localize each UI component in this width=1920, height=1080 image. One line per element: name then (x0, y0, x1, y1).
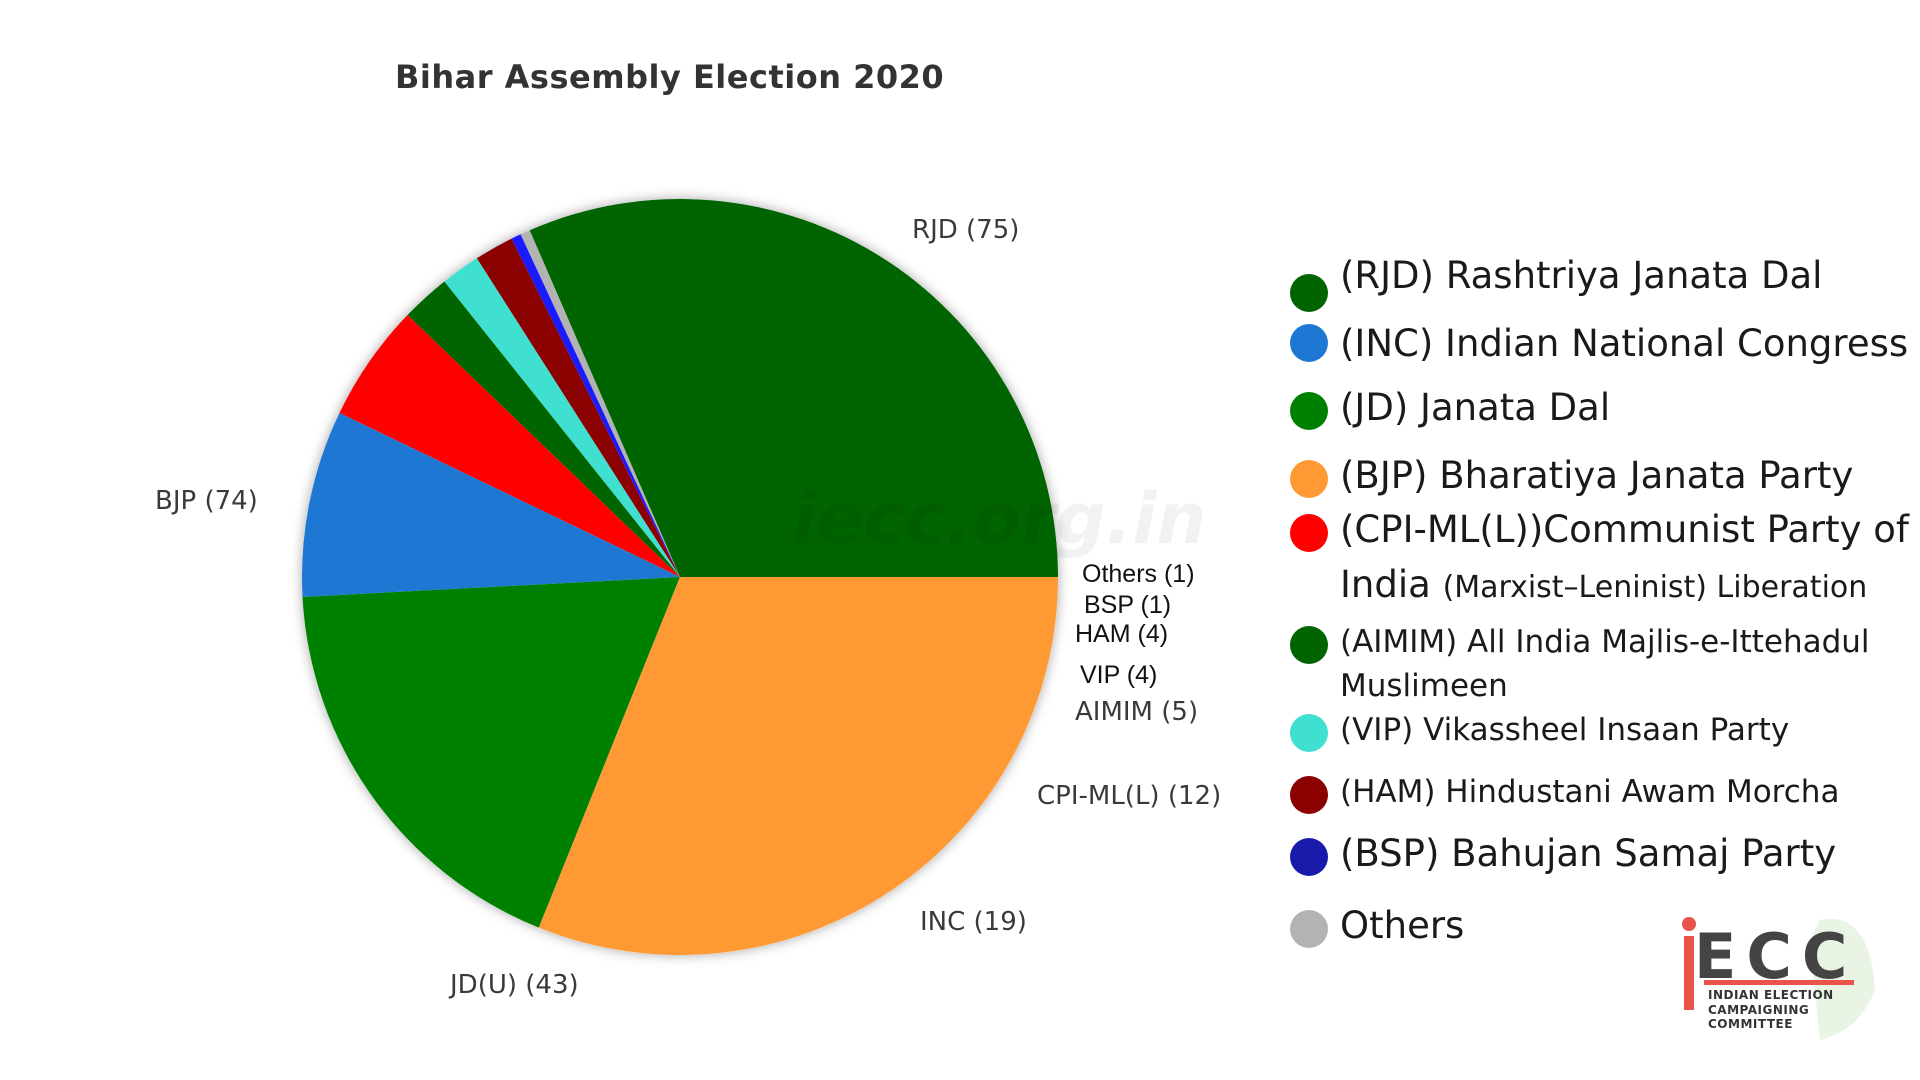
pie-slices (301, 198, 1058, 955)
logo-letters: ECC (1694, 920, 1858, 993)
slice-label-others: Others (1) (1082, 560, 1195, 588)
legend-dot-cpiml (1290, 514, 1328, 552)
slice-label-vip: VIP (4) (1080, 661, 1157, 689)
legend-label-cpiml-india: India (1340, 563, 1431, 606)
pie-slice-bjp (538, 577, 1058, 955)
pie-slice-cpimll (339, 315, 680, 577)
legend-label-bsp: (BSP) Bahujan Samaj Party (1340, 832, 1837, 875)
iecc-logo: ECC INDIAN ELECTION CAMPAIGNING COMMITTE… (1670, 880, 1890, 1080)
legend-dot-rjd (1290, 274, 1328, 312)
slice-label-ham: HAM (4) (1075, 620, 1168, 648)
legend-label-ham: (HAM) Hindustani Awam Morcha (1340, 774, 1840, 810)
pie-slice-rjd (529, 198, 1058, 577)
logo-i-mark (1682, 917, 1875, 1040)
legend-dot-others (1290, 910, 1328, 948)
slice-label-cpimll: CPI-ML(L) (12) (1037, 781, 1221, 811)
pie-slice-jdu (302, 577, 680, 928)
legend-label-jd: (JD) Janata Dal (1340, 386, 1611, 429)
legend-label-rjd: (RJD) Rashtriya Janata Dal (1340, 254, 1823, 297)
pie-slice-vip (444, 258, 680, 577)
slice-label-inc: INC (19) (920, 907, 1027, 937)
legend-label-inc: (INC) Indian National Congress (1340, 322, 1909, 365)
legend-dot-ham (1290, 776, 1328, 814)
legend-dot-jd (1290, 392, 1328, 430)
legend-label-aimim: (AIMIM) All India Majlis-e-Ittehadul (1340, 624, 1870, 660)
slice-label-bjp: BJP (74) (155, 486, 258, 516)
logo-line2: CAMPAIGNING COMMITTEE (1708, 1003, 1810, 1031)
slice-label-jdu: JD(U) (43) (448, 970, 579, 1000)
pie-slice-inc (301, 412, 680, 597)
legend-label-cpiml: (CPI-ML(L))Communist Party of (1340, 508, 1909, 551)
logo-line1: INDIAN ELECTION (1708, 988, 1834, 1002)
pie-slice-bsp (511, 234, 680, 578)
pie-slice-ham (476, 238, 680, 577)
slice-label-aimim: AIMIM (5) (1075, 697, 1198, 727)
legend-label-bjp: (BJP) Bharatiya Janata Party (1340, 454, 1854, 497)
pie-slice-aimim (407, 281, 680, 577)
legend-dot-bjp (1290, 460, 1328, 498)
pie-slice-others (520, 230, 680, 577)
legend-label-others: Others (1340, 904, 1465, 947)
legend-dot-bsp (1290, 838, 1328, 876)
legend-label-cpiml-line2: India (Marxist–Leninist) Liberation (1340, 563, 1867, 610)
legend-label-vip: (VIP) Vikassheel Insaan Party (1340, 712, 1790, 748)
pie-labels: RJD (75) Others (1) BSP (1)HAM (4) VIP (4) A… (155, 215, 1221, 1000)
legend-label-aimim-line2: Muslimeen (1340, 668, 1508, 704)
legend-dot-aimim (1290, 626, 1328, 664)
pie-chart: RJD (75) Others (1) BSP (1)HAM (4) VIP (4) A… (155, 198, 1221, 1000)
legend-label-cpiml-sub: (Marxist–Leninist) Liberation (1442, 570, 1868, 605)
legend-dot-vip (1290, 714, 1328, 752)
chart-title: Bihar Assembly Election 2020 (395, 58, 945, 96)
slice-label-rjd: RJD (75) (912, 215, 1019, 245)
slice-label-bsp: BSP (1) (1084, 591, 1171, 619)
watermark-text: iecc.org.in (792, 478, 1207, 560)
legend-dot-inc (1290, 324, 1328, 362)
